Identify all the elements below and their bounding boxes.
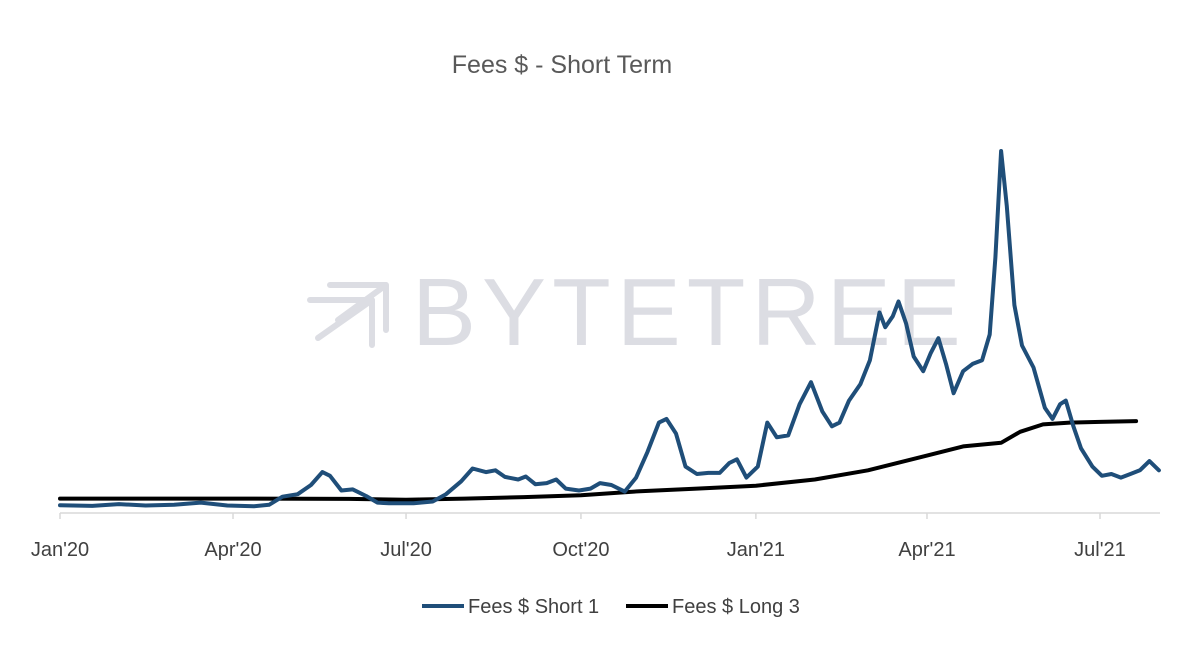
x-axis-ticks: Jan'20 Apr'20 Jul'20 Oct'20 Jan'21 Apr'21 Jul'… xyxy=(31,513,1126,561)
x-tick-label: Jul'20 xyxy=(380,539,432,561)
legend: Fees $ Short 1 Fees $ Long 3 xyxy=(422,596,800,618)
x-tick-label: Oct'20 xyxy=(552,539,609,561)
legend-label: Fees $ Short 1 xyxy=(468,596,599,618)
x-tick-label: Jul'21 xyxy=(1074,539,1126,561)
watermark: BYTETREE xyxy=(307,259,967,366)
x-tick-label: Apr'21 xyxy=(898,539,955,561)
x-tick-label: Apr'20 xyxy=(204,539,261,561)
x-tick-label: Jan'20 xyxy=(31,539,89,561)
legend-label: Fees $ Long 3 xyxy=(672,596,800,618)
series-layer xyxy=(58,149,1161,509)
arrows-logo-icon xyxy=(307,282,389,348)
x-tick-label: Jan'21 xyxy=(727,539,785,561)
series-line-fees-short-1 xyxy=(58,149,1161,509)
watermark-text: BYTETREE xyxy=(412,259,967,366)
series-line-fees-long-3 xyxy=(58,419,1139,502)
chart-title: Fees $ - Short Term xyxy=(452,51,672,79)
